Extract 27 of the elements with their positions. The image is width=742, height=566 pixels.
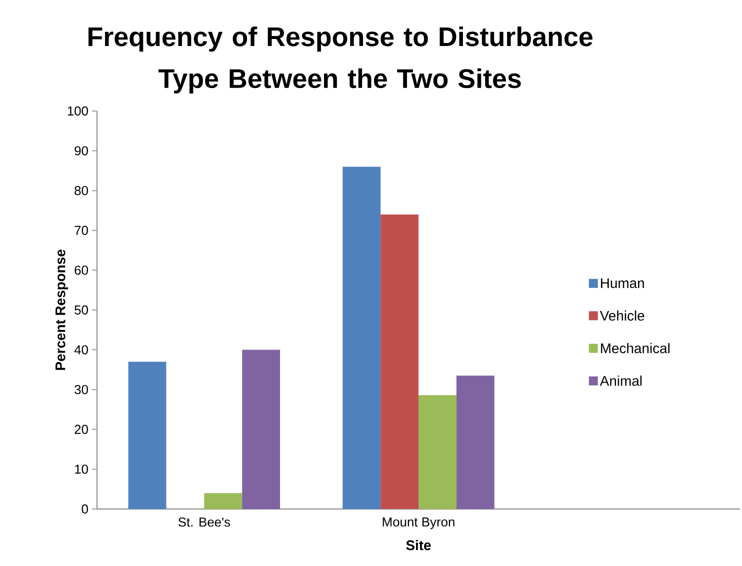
- bar: [342, 166, 381, 509]
- y-tick-label: 0: [82, 504, 88, 514]
- x-tick-label: St. Bee's: [178, 518, 230, 527]
- bar: [242, 350, 280, 509]
- y-tick-label: 100: [68, 106, 88, 116]
- y-tick-label: 40: [74, 345, 88, 354]
- legend-label: Animal: [600, 376, 642, 386]
- y-tick-label: 80: [74, 186, 88, 196]
- y-axis-title: Percent Response: [56, 250, 68, 370]
- y-tick-label: 10: [75, 464, 88, 474]
- bar: [456, 376, 494, 509]
- y-tick-label: 50: [74, 305, 88, 315]
- y-tick-label: 90: [74, 146, 88, 156]
- legend-label: Human: [601, 278, 644, 288]
- y-tick-label: 30: [74, 384, 88, 394]
- y-tick-label: 20: [74, 424, 88, 434]
- bar: [380, 214, 419, 509]
- bar: [204, 493, 242, 509]
- x-tick-label: Mount Byron: [382, 518, 454, 530]
- legend-label: Vehicle: [600, 310, 644, 321]
- bar: [128, 362, 166, 509]
- y-tick-label: 60: [74, 266, 88, 275]
- bar: [418, 395, 456, 509]
- legend-label: Mechanical: [601, 343, 670, 354]
- chart-title: Frequency of Response to Disturbance Type Between the Two Sites: [88, 26, 592, 94]
- y-tick-label: 70: [74, 226, 88, 235]
- x-axis-title: Site: [406, 540, 431, 550]
